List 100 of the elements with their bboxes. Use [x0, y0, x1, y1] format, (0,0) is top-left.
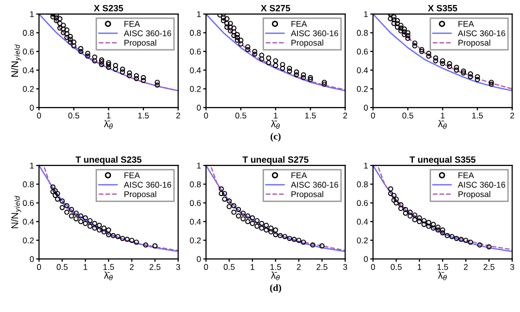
x-tick-label: 0.5: [235, 112, 246, 119]
y-tick-label: 0.6: [356, 200, 368, 206]
legend-label: FEA: [458, 172, 474, 178]
x-tick-label: 1.5: [270, 264, 282, 270]
legend-label: AISC 360-16: [124, 182, 172, 188]
x-tick-label: 1.5: [437, 264, 448, 270]
chart-title: T unequal S355: [410, 156, 476, 165]
y-tick-label: 0.4: [356, 218, 368, 225]
x-tick-label: 1: [250, 264, 254, 270]
chart-title: X S235: [94, 4, 124, 12]
legend-label: FEA: [291, 21, 307, 27]
legend-label: AISC 360-16: [124, 30, 172, 36]
x-tick-label: 3: [176, 264, 180, 270]
y-axis-title: N/N$_{yield}$: [11, 44, 22, 77]
legend-label: Proposal: [291, 191, 324, 199]
y-tick-label: 0: [196, 104, 201, 111]
x-tick-label: 1.5: [472, 112, 483, 119]
x-axis-title: λ̄$_{θ}$: [270, 120, 280, 129]
x-tick-label: 0: [37, 264, 41, 270]
x-tick-label: 2: [176, 112, 180, 118]
y-tick-label: 0.2: [190, 237, 201, 244]
x-tick-label: 1.5: [138, 112, 149, 119]
y-tick-label: 0: [30, 256, 34, 262]
x-tick-label: 2: [464, 264, 468, 270]
legend-label: FEA: [458, 21, 474, 27]
y-tick-label: 1: [364, 162, 368, 168]
x-tick-label: 2.5: [150, 264, 160, 270]
x-tick-label: 0: [204, 112, 208, 119]
legend-label: AISC 360-16: [290, 30, 338, 36]
y-tick-label: 0.4: [190, 67, 201, 74]
x-tick-label: 0.5: [224, 264, 235, 270]
legend-label: FEA: [124, 21, 140, 27]
x-axis-title: λ̄$_{θ}$: [438, 272, 447, 280]
x-axis-title: λ̄$_{θ}$: [104, 272, 113, 280]
y-tick-label: 0.2: [22, 86, 34, 92]
x-tick-label: 2: [343, 112, 348, 118]
y-tick-label: 1: [364, 11, 368, 18]
text: (c): [270, 132, 281, 142]
x-tick-label: 0: [204, 264, 208, 270]
x-tick-label: 0.5: [68, 112, 80, 119]
legend-label: AISC 360-16: [290, 182, 338, 188]
y-tick-label: 0.4: [22, 218, 34, 225]
x-tick-label: 1: [418, 264, 422, 270]
y-tick-label: 0.8: [190, 181, 201, 188]
x-tick-label: 2: [296, 264, 301, 270]
y-tick-label: 0.4: [22, 67, 34, 74]
y-tick-label: 0.6: [190, 48, 201, 55]
y-tick-label: 1: [197, 11, 201, 18]
legend-label: Proposal: [291, 40, 324, 48]
y-tick-label: 1: [30, 11, 34, 18]
x-tick-label: 0.5: [402, 112, 414, 119]
legend-label: Proposal: [124, 191, 156, 199]
y-tick-label: 0.6: [22, 200, 34, 206]
x-tick-label: 0.5: [390, 264, 402, 270]
y-tick-label: 0.8: [22, 181, 34, 188]
x-tick-label: 2: [510, 112, 514, 118]
y-tick-label: 0: [30, 104, 34, 111]
x-axis-title: λ̄$_{θ}$: [270, 272, 280, 280]
y-tick-label: 0.2: [190, 86, 201, 92]
y-tick-label: 0.2: [356, 86, 368, 92]
x-tick-label: 2.5: [484, 264, 494, 270]
legend-label: Proposal: [458, 40, 490, 48]
x-tick-label: 1.5: [103, 264, 114, 270]
x-tick-label: 0.5: [56, 264, 68, 270]
x-tick-label: 1: [84, 264, 88, 270]
y-tick-label: 1: [197, 162, 201, 168]
x-tick-label: 0: [371, 112, 376, 119]
text: (d): [270, 284, 282, 294]
y-tick-label: 0.6: [190, 200, 201, 206]
chart-title: T unequal S235: [76, 156, 142, 165]
x-tick-label: 0: [371, 264, 376, 270]
legend-label: FEA: [124, 172, 140, 178]
y-tick-label: 0.2: [356, 237, 368, 244]
y-tick-label: 0.6: [22, 48, 34, 55]
chart-title: X S275: [260, 4, 290, 12]
chart-title: X S355: [428, 4, 458, 12]
legend-label: Proposal: [458, 191, 490, 199]
legend-label: AISC 360-16: [458, 182, 506, 188]
y-tick-label: 0.4: [190, 218, 201, 225]
y-axis-title: N/N$_{yield}$: [11, 196, 22, 228]
y-tick-label: 0.4: [356, 67, 368, 74]
x-tick-label: 3: [510, 264, 514, 270]
legend-label: Proposal: [124, 40, 156, 48]
x-tick-label: 1: [440, 112, 445, 118]
legend-label: FEA: [291, 172, 307, 178]
x-tick-label: 3: [343, 264, 348, 270]
y-tick-label: 1: [30, 162, 34, 168]
x-tick-label: 2.5: [316, 264, 328, 270]
x-tick-label: 1: [106, 112, 110, 118]
x-tick-label: 0: [37, 112, 41, 119]
y-tick-label: 0: [364, 104, 368, 111]
y-tick-label: 0.8: [190, 30, 201, 36]
x-tick-label: 1.5: [305, 112, 316, 119]
y-tick-label: 0.6: [356, 48, 368, 55]
x-axis-title: λ̄$_{θ}$: [438, 120, 447, 129]
x-tick-label: 2: [130, 264, 134, 270]
x-axis-title: λ̄$_{θ}$: [104, 120, 113, 129]
y-tick-label: 0.8: [356, 30, 368, 36]
y-tick-label: 0.8: [22, 30, 34, 36]
x-tick-label: 1: [274, 112, 278, 118]
